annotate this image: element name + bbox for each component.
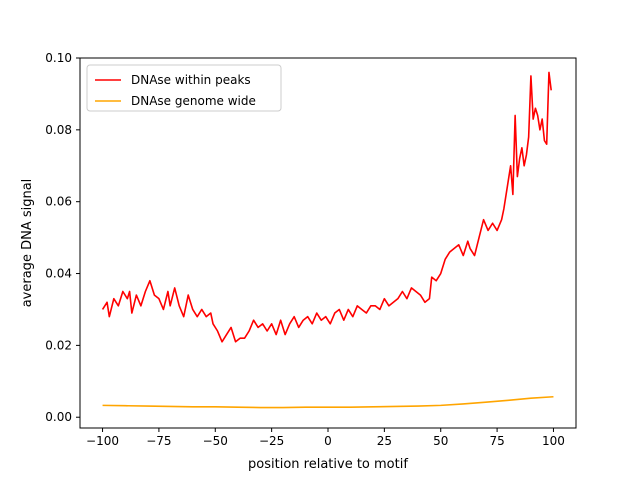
y-tick-label: 0.00 — [45, 410, 72, 424]
x-tick-label: −100 — [86, 434, 119, 448]
x-tick-label: −75 — [146, 434, 171, 448]
legend: DNAse within peaks DNAse genome wide — [86, 64, 282, 112]
x-tick-label: 50 — [433, 434, 448, 448]
y-tick-label: 0.10 — [45, 51, 72, 65]
x-axis: −100 −75 −50 −25 0 25 50 75 100 — [86, 428, 565, 448]
plot-frame — [79, 57, 577, 429]
series-line-1 — [102, 395, 554, 409]
x-tick-label: −25 — [259, 434, 284, 448]
x-tick-label: 75 — [489, 434, 504, 448]
y-tick-label: 0.02 — [45, 338, 72, 352]
y-tick-label: 0.08 — [45, 123, 72, 137]
x-tick-label: 0 — [324, 434, 332, 448]
x-tick-label: 25 — [377, 434, 392, 448]
legend-entry-1: DNAse genome wide — [131, 94, 256, 108]
x-tick-label: −50 — [203, 434, 228, 448]
legend-box — [86, 64, 282, 112]
y-tick-label: 0.04 — [45, 267, 72, 281]
series-layer — [101, 71, 554, 409]
plot-area — [80, 58, 576, 428]
x-axis-label: position relative to motif — [248, 457, 408, 472]
series-line-0 — [101, 71, 552, 343]
y-axis-label: average DNA signal — [20, 179, 35, 308]
y-axis: 0.00 0.02 0.04 0.06 0.08 0.10 — [45, 51, 80, 424]
legend-entry-0: DNAse within peaks — [131, 73, 251, 87]
y-tick-label: 0.06 — [45, 195, 72, 209]
x-tick-label: 100 — [542, 434, 565, 448]
